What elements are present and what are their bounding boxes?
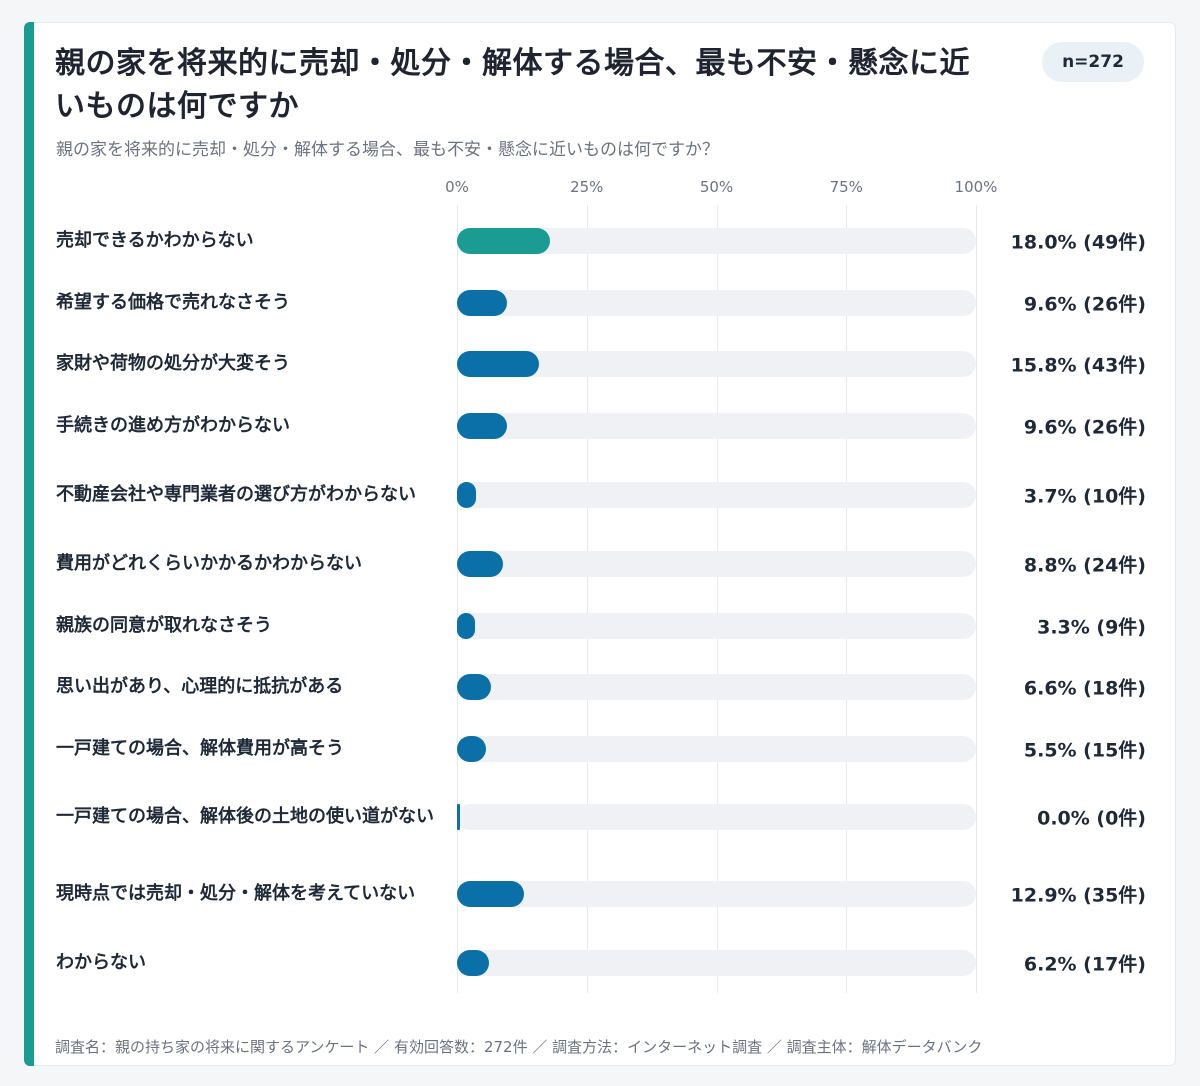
bar	[457, 482, 477, 508]
category-label: 売却できるかわからない	[56, 230, 254, 251]
value-label: 6.2% (17件)	[1023, 953, 1146, 976]
gridline-75	[846, 205, 847, 993]
bar	[457, 413, 507, 439]
bar	[457, 674, 492, 700]
gridline-50	[717, 205, 718, 993]
category-label: 費用がどれくらいかかるかわからない	[56, 553, 362, 574]
category-label: 不動産会社や専門業者の選び方がわからない	[56, 484, 416, 505]
survey-footer: 調査名：親の持ち家の将来に関するアンケート ／ 有効回答数：272件 ／ 調査方…	[55, 1038, 983, 1056]
bar	[457, 881, 524, 907]
bar-track	[457, 351, 976, 377]
chart-title: 親の家を将来的に売却・処分・解体する場合、最も不安・懸念に近いものは何ですか	[55, 46, 970, 124]
bar-track	[457, 804, 976, 830]
value-label: 9.6% (26件)	[1023, 416, 1146, 439]
bar-track	[457, 551, 976, 577]
bar	[457, 804, 460, 830]
x-tick-label: 0%	[445, 178, 469, 196]
bar-track	[457, 950, 976, 976]
category-label: 思い出があり、心理的に抵抗がある	[56, 676, 344, 697]
bar	[457, 228, 551, 254]
bar	[457, 950, 490, 976]
value-label: 18.0% (49件)	[1010, 231, 1146, 254]
bar-track	[457, 482, 976, 508]
value-label: 12.9% (35件)	[1010, 884, 1146, 907]
value-label: 6.6% (18件)	[1023, 677, 1146, 700]
bar-track	[457, 290, 976, 316]
bar-track	[457, 674, 976, 700]
value-label: 5.5% (15件)	[1023, 739, 1146, 762]
bar	[457, 290, 507, 316]
bar-track	[457, 413, 976, 439]
x-tick-label: 25%	[570, 178, 604, 196]
x-tick-label: 75%	[829, 178, 863, 196]
category-label: 現時点では売却・処分・解体を考えていない	[56, 883, 416, 904]
card-accent-bar	[24, 22, 34, 1066]
bar-track	[457, 736, 976, 762]
category-label: 家財や荷物の処分が大変そう	[56, 353, 290, 374]
category-label: わからない	[56, 952, 146, 973]
value-label: 3.3% (9件)	[1037, 616, 1146, 639]
value-label: 8.8% (24件)	[1023, 554, 1146, 577]
value-label: 3.7% (10件)	[1023, 485, 1146, 508]
gridline-25	[587, 205, 588, 993]
chart-subtitle: 親の家を将来的に売却・処分・解体する場合、最も不安・懸念に近いものは何ですか？	[56, 140, 719, 160]
category-label: 親族の同意が取れなさそう	[56, 615, 272, 636]
value-label: 0.0% (0件)	[1037, 807, 1146, 830]
value-label: 15.8% (43件)	[1010, 354, 1146, 377]
bar-track	[457, 613, 976, 639]
bar	[457, 351, 539, 377]
category-label: 手続きの進め方がわからない	[56, 415, 290, 436]
bar	[457, 613, 475, 639]
bar	[457, 736, 486, 762]
gridline-0	[457, 205, 458, 993]
x-tick-label: 100%	[954, 178, 998, 196]
category-label: 一戸建ての場合、解体後の土地の使い道がない	[56, 806, 434, 827]
sample-size-badge: n=272	[1042, 42, 1144, 82]
bar	[457, 551, 503, 577]
category-label: 希望する価格で売れなさそう	[56, 292, 290, 313]
gridline-100	[976, 205, 977, 993]
value-label: 9.6% (26件)	[1023, 293, 1146, 316]
category-label: 一戸建ての場合、解体費用が高そう	[56, 738, 344, 759]
x-tick-label: 50%	[699, 178, 734, 196]
bar-track	[457, 881, 976, 907]
